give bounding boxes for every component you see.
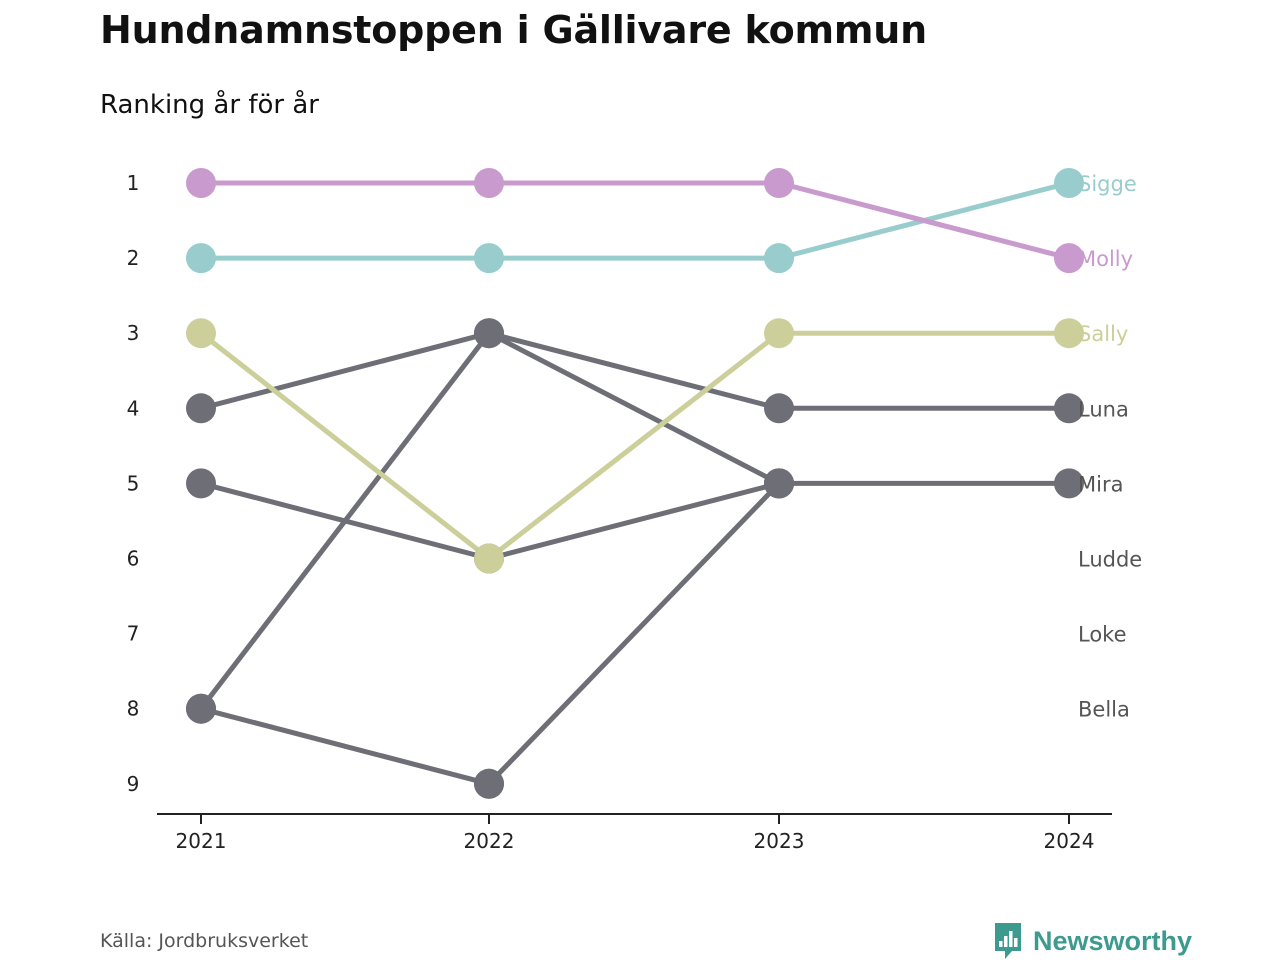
y-tick-label: 7 <box>127 622 140 646</box>
x-axis: 2021 2022 2023 2024 <box>157 813 1112 853</box>
data-point-sigge <box>1054 168 1084 198</box>
data-point-molly <box>764 168 794 198</box>
y-tick-label: 6 <box>127 547 140 571</box>
series-line-sally <box>486 330 782 561</box>
source-note: Källa: Jordbruksverket <box>100 930 309 952</box>
end-label-sigge: Sigge <box>1078 172 1137 196</box>
series-points <box>186 168 1084 799</box>
data-point-molly <box>474 168 504 198</box>
data-point-bella <box>474 768 504 799</box>
series-line-mira <box>486 480 782 561</box>
series-lines <box>198 180 1072 787</box>
data-point-molly <box>186 168 216 198</box>
end-label-ludde: Ludde <box>1078 548 1142 572</box>
data-point-loke <box>764 468 794 499</box>
y-tick-label: 3 <box>127 321 140 345</box>
y-tick-label: 8 <box>127 697 140 721</box>
chart-subtitle: Ranking år för år <box>100 90 319 120</box>
newsworthy-logo-icon <box>995 923 1021 959</box>
x-tick-label: 2021 <box>176 829 227 853</box>
y-tick-label: 2 <box>127 246 140 270</box>
data-point-bella <box>186 693 216 724</box>
series-line-loke <box>486 480 782 787</box>
series-line-luna <box>486 330 782 411</box>
data-point-mira <box>186 468 216 499</box>
end-label-bella: Bella <box>1078 698 1130 722</box>
end-label-luna: Luna <box>1078 397 1129 421</box>
series-line-bella <box>198 706 492 787</box>
series-line-sally <box>198 330 492 561</box>
data-point-sally <box>1054 318 1084 349</box>
y-tick-label: 1 <box>127 171 140 195</box>
data-point-mira <box>1054 468 1084 499</box>
y-axis-ticks: 1 2 3 4 5 6 7 8 9 <box>127 171 140 796</box>
end-label-sally: Sally <box>1078 322 1128 346</box>
data-point-luna <box>1054 393 1084 424</box>
series-line-luna <box>198 330 492 411</box>
data-point-sigge <box>764 243 794 274</box>
series-line-ludde <box>486 330 782 486</box>
x-tick-label: 2024 <box>1044 829 1095 853</box>
data-point-sigge <box>474 243 504 274</box>
end-label-mira: Mira <box>1078 472 1123 496</box>
chart-title: Hundnamnstoppen i Gällivare kommun <box>100 8 927 52</box>
y-tick-label: 9 <box>127 772 140 796</box>
end-label-loke: Loke <box>1078 623 1127 647</box>
y-tick-label: 5 <box>127 471 140 495</box>
data-point-sally <box>186 318 216 349</box>
x-tick-label: 2022 <box>464 829 515 853</box>
data-point-luna <box>186 393 216 424</box>
end-labels: Sigge Molly Sally Luna Mira Ludde Loke Bella <box>1078 172 1142 722</box>
end-label-molly: Molly <box>1078 247 1133 271</box>
brand-name: Newsworthy <box>1033 925 1193 956</box>
data-point-molly <box>1054 243 1084 274</box>
data-point-sally <box>474 543 504 574</box>
series-line-molly <box>776 180 1072 261</box>
data-point-ludde <box>474 318 504 349</box>
x-tick-label: 2023 <box>754 829 805 853</box>
data-point-sigge <box>186 243 216 274</box>
y-tick-label: 4 <box>127 396 140 420</box>
series-line-ludde <box>198 330 492 712</box>
data-point-sally <box>764 318 794 349</box>
data-point-luna <box>764 393 794 424</box>
brand-logo[interactable]: Newsworthy <box>993 922 1192 960</box>
